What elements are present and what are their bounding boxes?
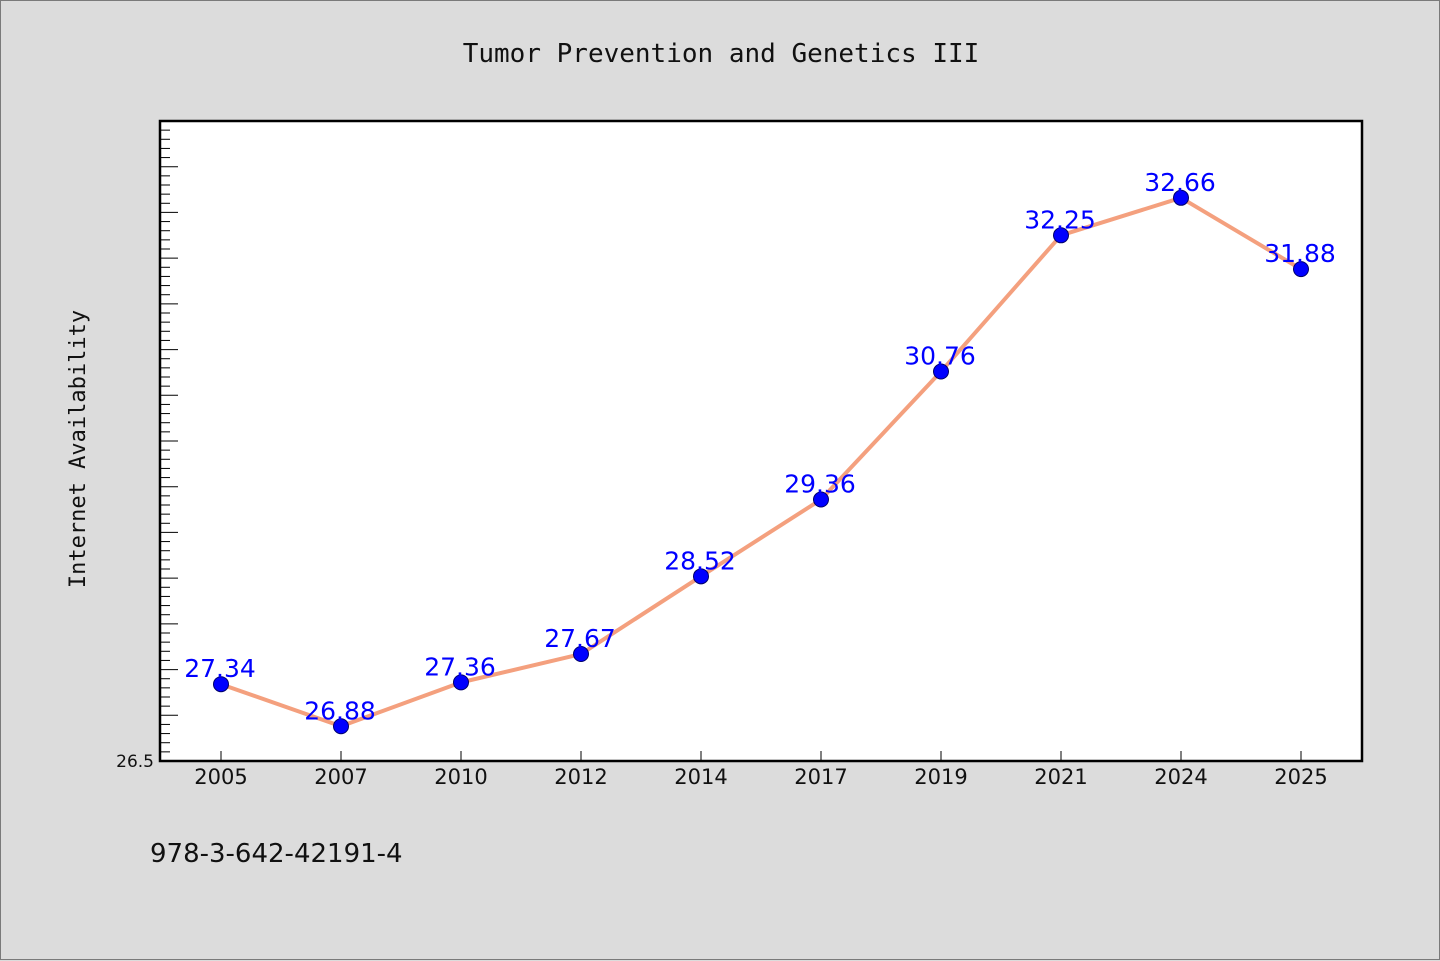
data-label: 26.88 [304,696,376,725]
data-point [1053,227,1069,244]
data-label: 32.25 [1024,205,1096,234]
x-tick-label: 2024 [1154,765,1207,789]
x-tick-label: 2025 [1274,765,1327,789]
data-label: 28.52 [664,546,736,575]
x-tick-label: 2005 [194,765,247,789]
data-point [1293,261,1309,278]
data-label: 32.66 [1144,168,1216,197]
data-series [213,189,1309,735]
x-tick-label: 2019 [914,765,967,789]
data-point [453,674,469,691]
x-axis-ticks: 2005 2007 2010 2012 2014 2017 2019 2021 2024 2025 [194,751,1328,789]
x-tick-label: 2021 [1034,765,1087,789]
x-tick-label: 2007 [314,765,367,789]
data-point [213,676,229,693]
data-label: 29.36 [784,470,856,499]
data-labels: 27.34 26.88 27.36 27.67 28.52 29.36 30.76 32.25… [184,168,1336,725]
data-point [933,363,949,380]
data-label: 31.88 [1264,239,1336,268]
data-point [813,491,829,508]
series-line [220,195,1303,729]
x-tick-label: 2010 [434,765,487,789]
data-point [1173,189,1189,206]
data-label: 27.34 [184,654,256,683]
chart-title: Tumor Prevention and Genetics III [463,39,980,69]
y-axis-ticks: 26.5 [116,120,178,772]
x-tick-label: 2014 [674,765,727,789]
footer-isbn: 978-3-642-42191-4 [150,839,403,869]
data-label: 27.67 [544,624,616,653]
data-point [693,568,709,585]
y-axis-label: Internet Availability [66,310,91,588]
data-label: 30.76 [904,342,976,371]
plot-area [158,119,1364,763]
data-label: 27.36 [424,652,496,681]
x-tick-label: 2012 [554,765,607,789]
data-point [573,646,589,663]
data-point [333,718,349,735]
y-tick-label: 26.5 [116,752,154,772]
x-tick-label: 2017 [794,765,847,789]
